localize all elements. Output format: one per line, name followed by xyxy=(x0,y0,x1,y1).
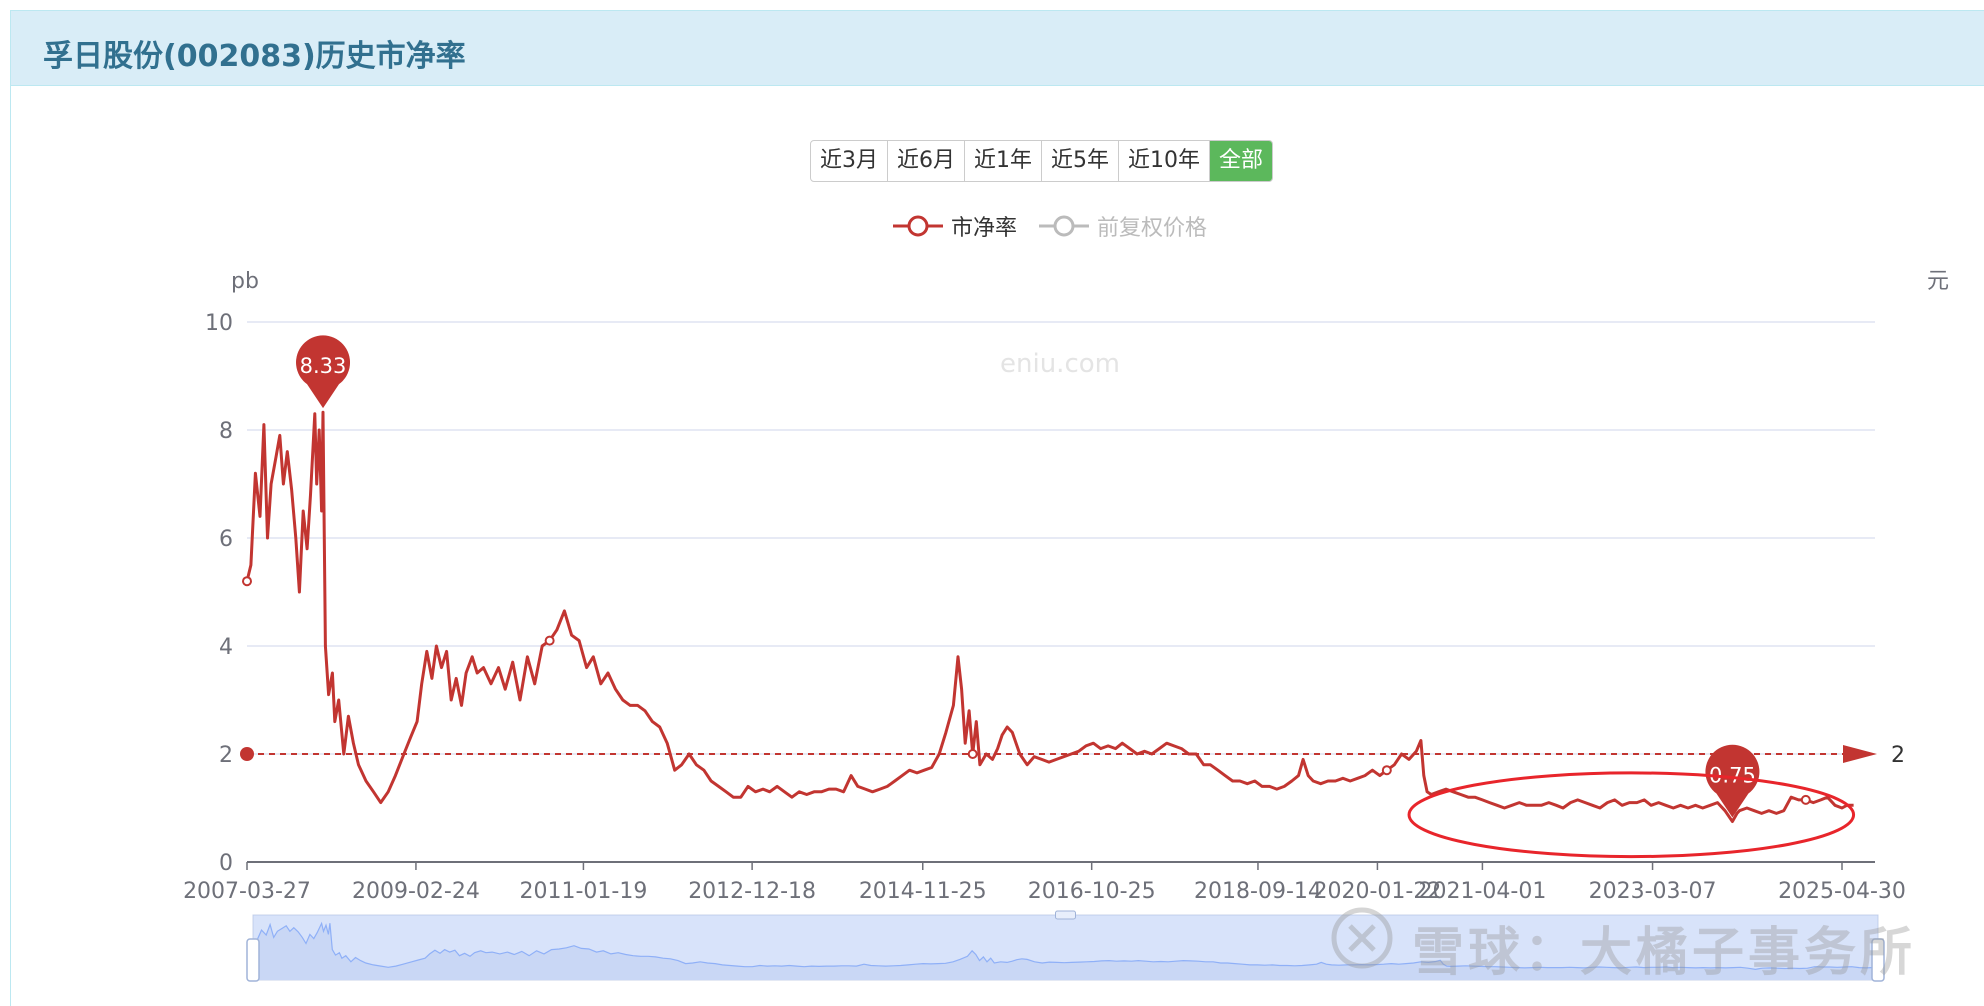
annotation-layer xyxy=(1407,771,1856,859)
y-tick-labels: 0 2 4 6 8 10 xyxy=(205,311,233,876)
chart-legend: 市净率 前复权价格 xyxy=(893,210,1229,242)
x-tick-label: 2023-03-07 xyxy=(1589,879,1717,904)
annotation-ellipse xyxy=(1407,771,1856,859)
series-point-marker xyxy=(1381,765,1392,776)
x-tick-label: 2007-03-27 xyxy=(183,879,311,904)
range-button-1y[interactable]: 近1年 xyxy=(965,141,1042,181)
panel-header: 孚日股份(002083)历史市净率 xyxy=(10,10,1984,86)
range-button-6m[interactable]: 近6月 xyxy=(888,141,965,181)
range-button-all[interactable]: 全部 xyxy=(1210,141,1273,181)
series-point-marker xyxy=(544,635,555,646)
zoom-drag-grip-icon[interactable] xyxy=(1055,910,1076,920)
x-tick-label: 2011-01-19 xyxy=(519,879,647,904)
x-tick-label: 2025-04-30 xyxy=(1778,879,1906,904)
y-tick-label: 4 xyxy=(219,635,233,660)
x-tick-labels: 2007-03-27 2009-02-24 2011-01-19 2012-12-18… xyxy=(183,879,1906,904)
xueqiu-logo-icon xyxy=(1331,907,1393,969)
range-button-3m[interactable]: 近3月 xyxy=(811,141,888,181)
y-axis-label-right: 元 xyxy=(1927,269,1949,294)
x-tick-label: 2014-11-25 xyxy=(859,879,987,904)
mark-line-arrow-icon xyxy=(1843,745,1877,763)
y-tick-label: 0 xyxy=(219,851,233,876)
mark-line-layer: 2 xyxy=(240,743,1905,768)
legend-label-pb: 市净率 xyxy=(951,216,1018,241)
zoom-preview-line xyxy=(252,921,1878,971)
x-tick-label: 2009-02-24 xyxy=(352,879,480,904)
watermark-xueqiu: 雪球：大橘子事务所 xyxy=(1412,923,1917,983)
mark-point-layer: 8.330.75 xyxy=(242,335,1811,818)
y-tick-label: 8 xyxy=(219,419,233,444)
panel-title: 孚日股份(002083)历史市净率 xyxy=(43,39,466,74)
y-axis-label-left: pb xyxy=(231,269,259,294)
range-button-5y[interactable]: 近5年 xyxy=(1042,141,1119,181)
mark-point-label: 8.33 xyxy=(300,354,347,378)
x-tick-label: 2021-04-01 xyxy=(1418,879,1546,904)
range-button-10y[interactable]: 近10年 xyxy=(1119,141,1210,181)
panel-left-border xyxy=(10,86,11,1006)
y-tick-label: 6 xyxy=(219,527,233,552)
series-point-marker xyxy=(1800,794,1811,805)
range-button-group: 近3月 近6月 近1年 近5年 近10年 全部 xyxy=(810,140,1274,182)
legend-item-price[interactable]: 前复权价格 xyxy=(1039,210,1207,242)
zoom-preview-area xyxy=(253,923,1878,980)
legend-marker-pb-icon xyxy=(893,215,943,237)
zoom-selection xyxy=(253,915,1878,980)
series-line-pb xyxy=(245,410,1854,823)
series-point-marker xyxy=(242,576,252,587)
data-zoom-slider xyxy=(246,910,1885,982)
legend-marker-price-icon xyxy=(1039,215,1090,237)
mark-point-pin-icon xyxy=(296,335,351,409)
mark-line-label: 2 xyxy=(1891,743,1905,768)
x-tick-label: 2016-10-25 xyxy=(1028,879,1156,904)
y-tick-label: 10 xyxy=(205,311,233,336)
zoom-handle-right[interactable] xyxy=(1871,938,1885,982)
x-tick-label: 2012-12-18 xyxy=(688,879,816,904)
y-tick-label: 2 xyxy=(219,743,233,768)
zoom-handle-left[interactable] xyxy=(246,938,260,982)
grid-layer xyxy=(246,321,1875,870)
legend-item-pb[interactable]: 市净率 xyxy=(893,210,1017,242)
watermark-site: eniu.com xyxy=(1000,349,1120,379)
x-tick-label: 2018-09-14 xyxy=(1194,879,1322,904)
legend-label-price: 前复权价格 xyxy=(1097,216,1208,241)
series-point-marker xyxy=(967,749,978,759)
x-tick-label: 2020-01-22 xyxy=(1313,879,1441,904)
mark-point-pin-icon xyxy=(1705,744,1760,818)
